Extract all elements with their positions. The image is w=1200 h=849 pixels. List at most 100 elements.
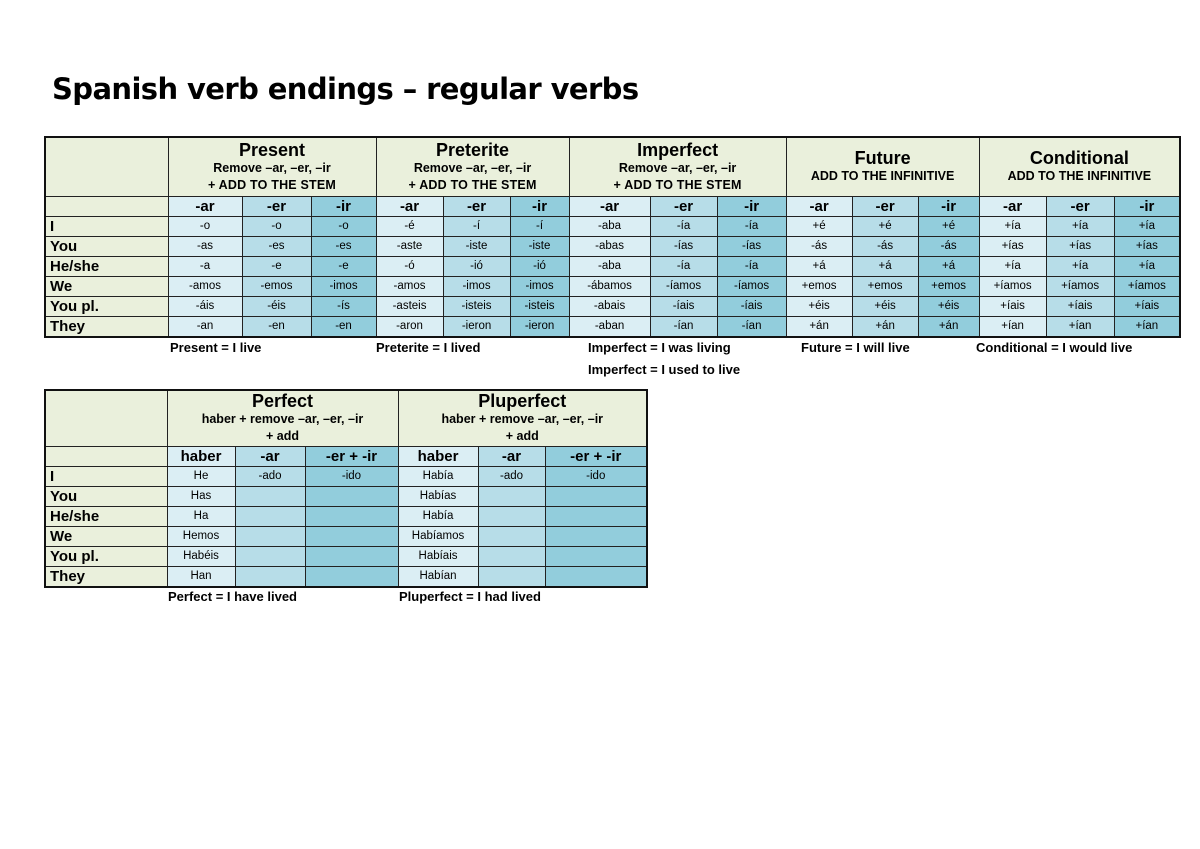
conjugation-cell: -ado: [234, 465, 306, 487]
tense-name: Conditional: [1029, 148, 1129, 169]
ending-cell: -an: [167, 315, 243, 337]
conjugation-cell: -ado: [477, 465, 546, 487]
ending-cell: +ían: [1113, 315, 1181, 337]
ending-cell: +ían: [1045, 315, 1115, 337]
column-header: -er + -ir: [304, 445, 399, 467]
row-label: I: [44, 465, 168, 487]
ending-cell: -aron: [375, 315, 444, 337]
conjugation-cell: [234, 505, 306, 527]
ending-cell: +án: [917, 315, 980, 337]
ending-cell: +ía: [1045, 215, 1115, 237]
ending-cell: +íais: [1045, 295, 1115, 317]
tense-name: Present: [238, 139, 306, 160]
conjugation-cell: Has: [166, 485, 236, 507]
row-label: We: [44, 275, 169, 297]
table-row: He/she -a -e -e -ó -ió -ió -aba -ía -ía +á +á +á +ía +…: [44, 255, 1181, 277]
ending-cell: -isteis: [509, 295, 570, 317]
ending-cell: -ía: [649, 215, 718, 237]
table-row: He/she Ha Había: [44, 505, 648, 527]
ending-cell: -amos: [167, 275, 243, 297]
caption-pluperfect: Pluperfect = I had lived: [399, 589, 541, 604]
column-header-row: haber -ar -er + -ir haber -ar -er + -ir: [44, 445, 648, 467]
tense-instruction: Remove –ar, –er, –ir: [618, 160, 737, 175]
ending-cell: -aba: [568, 255, 651, 277]
ending-cell: -aba: [568, 215, 651, 237]
ending-cell: +é: [785, 215, 853, 237]
conjugation-cell: [477, 525, 546, 547]
ending-header: -er: [649, 195, 718, 217]
ending-cell: +íais: [978, 295, 1047, 317]
conjugation-cell: [544, 485, 648, 507]
conjugation-cell: Hemos: [166, 525, 236, 547]
ending-cell: -ás: [917, 235, 980, 257]
ending-cell: +ía: [978, 215, 1047, 237]
tense-header-row: Perfect haber + remove –ar, –er, –ir + a…: [44, 389, 648, 447]
ending-cell: -imos: [310, 275, 377, 297]
row-label: They: [44, 315, 169, 337]
ending-header: -ir: [716, 195, 787, 217]
ending-cell: +án: [851, 315, 919, 337]
conjugation-cell: [234, 485, 306, 507]
table-row: They Han Habían: [44, 565, 648, 587]
ending-cell: +ía: [978, 255, 1047, 277]
tense-instruction: ADD TO THE INFINITIVE: [810, 169, 955, 184]
ending-cell: -ía: [649, 255, 718, 277]
ending-cell: -en: [241, 315, 312, 337]
ending-cell: -aban: [568, 315, 651, 337]
ending-header: -ir: [917, 195, 980, 217]
conjugation-cell: Habíamos: [397, 525, 479, 547]
ending-cell: +éis: [851, 295, 919, 317]
ending-cell: -o: [167, 215, 243, 237]
ending-cell: -ás: [851, 235, 919, 257]
row-label: You pl.: [44, 295, 169, 317]
ending-header: -ar: [375, 195, 444, 217]
ending-cell: -e: [310, 255, 377, 277]
conjugation-cell: [477, 485, 546, 507]
ending-header: -ar: [785, 195, 853, 217]
tense-header-row: Present Remove –ar, –er, –ir + ADD TO TH…: [44, 136, 1181, 197]
conjugation-cell: [234, 525, 306, 547]
conjugation-cell: [544, 525, 648, 547]
ending-cell: -íamos: [716, 275, 787, 297]
tense-instruction: Remove –ar, –er, –ir: [413, 160, 532, 175]
ending-cell: -ís: [310, 295, 377, 317]
ending-cell: +ía: [1113, 215, 1181, 237]
ending-cell: -ías: [649, 235, 718, 257]
ending-cell: -ieron: [442, 315, 511, 337]
ending-cell: -o: [241, 215, 312, 237]
ending-cell: -ábamos: [568, 275, 651, 297]
ending-header: -er: [442, 195, 511, 217]
ending-cell: -amos: [375, 275, 444, 297]
caption-perfect: Perfect = I have lived: [168, 589, 297, 604]
conjugation-cell: [304, 565, 399, 587]
tense-instruction: + ADD TO THE STEM: [613, 177, 742, 192]
ending-cell: -ás: [785, 235, 853, 257]
page-title: Spanish verb endings – regular verbs: [52, 72, 639, 106]
caption-imperfect: Imperfect = I was living: [588, 340, 731, 355]
tense-instruction: + add: [505, 429, 539, 444]
ending-cell: +ías: [1045, 235, 1115, 257]
tense-header-pluperfect: Pluperfect haber + remove –ar, –er, –ir …: [397, 389, 648, 447]
verb-endings-table: Present Remove –ar, –er, –ir + ADD TO TH…: [44, 136, 1182, 338]
table-row: I He -ado -ido Había -ado -ido: [44, 465, 648, 487]
ending-cell: -ía: [716, 215, 787, 237]
ending-cell: -ía: [716, 255, 787, 277]
tense-header-perfect: Perfect haber + remove –ar, –er, –ir + a…: [166, 389, 399, 447]
row-label: He/she: [44, 255, 169, 277]
ending-header: -er: [1045, 195, 1115, 217]
ending-cell: +ías: [1113, 235, 1181, 257]
caption-imperfect-2: Imperfect = I used to live: [588, 362, 741, 377]
tense-instruction: + ADD TO THE STEM: [207, 177, 337, 192]
conjugation-cell: Habéis: [166, 545, 236, 567]
ending-cell: +ían: [978, 315, 1047, 337]
ending-cell: -ió: [509, 255, 570, 277]
table-row: We -amos -emos -imos -amos -imos -imos -ábamos -…: [44, 275, 1181, 297]
ending-cell: -é: [375, 215, 444, 237]
conjugation-cell: [304, 505, 399, 527]
conjugation-cell: Habías: [397, 485, 479, 507]
ending-header: -er: [851, 195, 919, 217]
tense-instruction: + ADD TO THE STEM: [408, 177, 537, 192]
column-header: haber: [397, 445, 479, 467]
ending-cell: -éis: [241, 295, 312, 317]
tense-instruction: haber + remove –ar, –er, –ir: [201, 412, 364, 427]
